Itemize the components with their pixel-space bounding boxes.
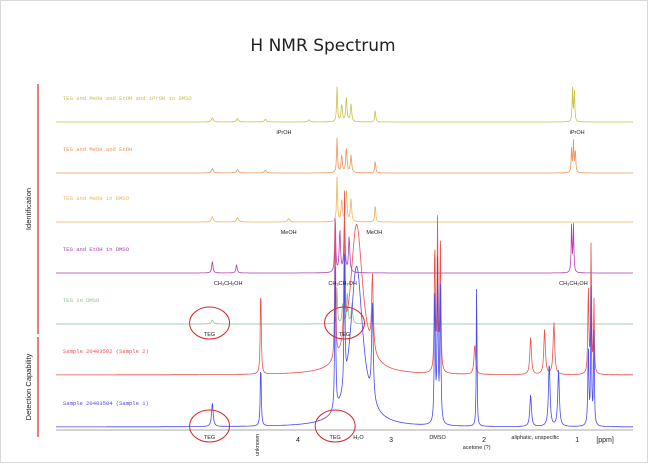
- x-tick-label-0: 4: [296, 437, 300, 444]
- group-brackets: Identification Detection Capability: [24, 84, 39, 437]
- trace-label-0: TEG and MeOH and EtOH and iPrOH in DMSO: [63, 95, 192, 102]
- trace-6: [56, 254, 633, 428]
- annotation-4: CH₃CH₂OH: [214, 281, 243, 287]
- trace-label-3: TEG and EtOH in DMSO: [63, 246, 130, 253]
- x-axis: 4 3 2 1 [ppm]: [56, 429, 633, 444]
- trace-5: [56, 190, 633, 376]
- x-tick-label-1: 3: [389, 437, 393, 444]
- annotation-circle-11: [314, 409, 356, 443]
- annotation-10: unknown: [255, 434, 261, 456]
- trace-0: [56, 86, 633, 123]
- x-tick-label-4: [ppm]: [596, 437, 614, 444]
- annotation-circle-7: [189, 306, 231, 340]
- annotation-5: CH₃CH₂OH: [328, 281, 357, 287]
- x-tick-label-3: 1: [575, 437, 579, 444]
- trace-4: [56, 287, 633, 325]
- group-label-0: Identification: [24, 188, 33, 230]
- annotation-8: TEG: [339, 332, 350, 338]
- annotation-15: aliphatic, unspecific: [511, 435, 559, 441]
- annotation-7: TEG: [204, 332, 215, 338]
- annotation-1: iPrOH: [570, 130, 585, 136]
- group-label-1: Detection Capability: [24, 353, 33, 420]
- annotation-circle-8: [324, 306, 365, 340]
- annotation-6: CH₃CH₂OH: [559, 281, 588, 287]
- trace-label-2: TEG and MeOH in DMSO: [63, 195, 130, 202]
- annotation-circle-9: [189, 409, 231, 443]
- trace-label-5: Sample 20403502 (Sample 2): [63, 348, 149, 355]
- trace-label-4: TEG in DMSO: [63, 297, 100, 304]
- annotation-2: MeOH: [281, 230, 297, 236]
- annotation-0: iPrOH: [277, 130, 292, 136]
- trace-label-1: TEG and MeOH and EtOH: [63, 146, 132, 153]
- annotation-11: TEG: [330, 435, 341, 441]
- trace-1: [56, 137, 633, 174]
- annotations-layer: iPrOH iPrOH MeOH MeOH CH₃CH₂OH CH₃CH₂OH CH₃CH₂…: [189, 130, 588, 456]
- annotation-12: H₂O: [353, 435, 364, 441]
- annotation-9: TEG: [204, 435, 215, 441]
- annotation-3: MeOH: [366, 230, 382, 236]
- annotation-14: acetone (?): [463, 445, 491, 451]
- chart-title: H NMR Spectrum: [250, 36, 395, 56]
- annotation-13: DMSO: [429, 435, 446, 441]
- traces-layer: TEG and MeOH and EtOH and iPrOH in DMSO T…: [56, 86, 633, 428]
- x-tick-label-2: 2: [482, 437, 486, 444]
- trace-label-6: Sample 20403504 (Sample 1): [63, 400, 149, 407]
